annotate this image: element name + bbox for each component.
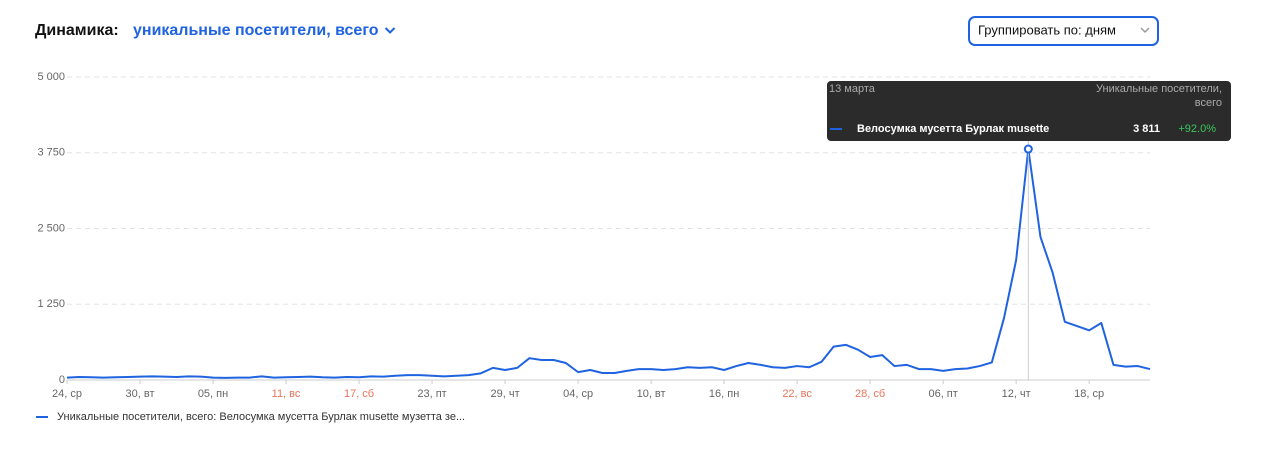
y-tick-label: 2 500 bbox=[37, 222, 65, 234]
x-tick-label: 10, вт bbox=[637, 388, 666, 400]
tooltip-header-line: всего bbox=[1195, 97, 1222, 109]
header-title: Динамика: bbox=[35, 22, 119, 39]
tooltip-header-line: Уникальные посетители, bbox=[1096, 83, 1222, 95]
hover-point bbox=[1023, 144, 1033, 154]
tooltip-value: 3 811 bbox=[1133, 123, 1160, 135]
x-tick-label: 16, пн bbox=[709, 388, 739, 400]
x-tick-label: 30, вт bbox=[126, 388, 155, 400]
x-tick-label: 29, чт bbox=[491, 388, 520, 400]
x-tick-label: 12, чт bbox=[1002, 388, 1031, 400]
tooltip-date: 13 марта bbox=[829, 83, 876, 95]
x-tick-label: 23, пт bbox=[417, 388, 446, 400]
tooltip: 13 марта Уникальные посетители, всего Велос… bbox=[827, 81, 1231, 141]
x-tick-label: 11, вс bbox=[272, 388, 301, 400]
x-tick-label: 05, пн bbox=[198, 388, 228, 400]
y-tick-label: 3 750 bbox=[37, 147, 65, 159]
tooltip-box bbox=[827, 81, 1231, 141]
metric-selector[interactable]: уникальные посетители, всего bbox=[133, 22, 379, 39]
legend-label: Уникальные посетители, всего: Велосумка … bbox=[57, 411, 465, 423]
y-tick-label: 5 000 bbox=[37, 71, 65, 83]
series-line bbox=[66, 148, 1151, 379]
tooltip-change: +92.0% bbox=[1178, 123, 1216, 135]
x-tick-label: 18, ср bbox=[1074, 388, 1104, 400]
tooltip-series-name: Велосумка мусетта Бурлак musette bbox=[857, 123, 1049, 135]
y-tick-label: 0 bbox=[59, 374, 65, 386]
x-tick-label: 22, вс bbox=[782, 388, 812, 400]
x-tick-label: 04, ср bbox=[563, 388, 593, 400]
group-chevron[interactable] bbox=[1140, 27, 1150, 34]
group-button-label[interactable]: Группировать по: дням bbox=[978, 22, 1116, 37]
y-tick-label: 1 250 bbox=[37, 298, 65, 310]
group-button[interactable] bbox=[968, 16, 1159, 46]
x-tick-label: 17, сб bbox=[344, 388, 374, 400]
x-tick-label: 28, сб bbox=[855, 388, 885, 400]
x-tick-label: 06, пт bbox=[928, 388, 957, 400]
x-tick-label: 24, ср bbox=[52, 388, 82, 400]
metric-chevron[interactable] bbox=[384, 27, 396, 34]
tooltip-header: Уникальные посетители, всего bbox=[1096, 83, 1222, 109]
